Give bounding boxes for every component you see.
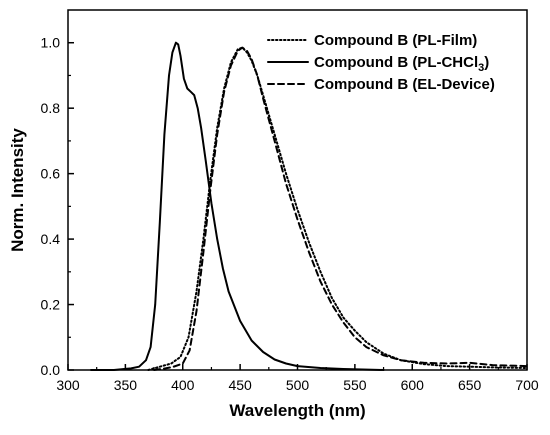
series-line-0: [147, 46, 528, 371]
x-axis-title: Wavelength (nm): [229, 401, 365, 420]
y-axis-title: Norm. Intensity: [8, 128, 27, 252]
series-line-1: [90, 41, 385, 371]
x-tick-label: 300: [56, 377, 80, 393]
legend: Compound B (PL-Film) Compound B (PL-CHCl3…: [267, 32, 495, 93]
series-layer: [90, 41, 528, 371]
y-tick-label: 0.0: [41, 362, 61, 378]
x-tick-label: 400: [171, 377, 195, 393]
legend-label-tail: ): [484, 54, 489, 71]
tick-labels-layer: 300 350 400 450 500 550 600 650 700 0.0 0.2 0.4 0.6 0…: [41, 35, 539, 393]
y-tick-label: 0.2: [41, 297, 61, 313]
legend-label-2: Compound B (EL-Device): [314, 76, 495, 93]
y-tick-label: 0.6: [41, 166, 61, 182]
x-tick-label: 650: [458, 377, 482, 393]
x-tick-label: 550: [343, 377, 367, 393]
x-tick-label: 600: [401, 377, 425, 393]
x-tick-label: 350: [114, 377, 138, 393]
legend-label-1: Compound B (PL-CHCl3): [314, 54, 489, 74]
x-tick-label: 450: [228, 377, 252, 393]
y-tick-label: 0.8: [41, 100, 61, 116]
ticks-layer: [67, 41, 528, 371]
y-tick-label: 0.4: [41, 231, 61, 247]
legend-label-main: Compound B (PL-Film): [314, 32, 477, 49]
legend-label-main: Compound B (PL-CHCl: [314, 54, 478, 71]
y-tick-label: 1.0: [41, 35, 61, 51]
legend-label-subscript: 3: [478, 62, 484, 74]
legend-label-0: Compound B (PL-Film): [314, 32, 477, 49]
legend-label-main: Compound B (EL-Device): [314, 76, 495, 93]
series-line-2: [153, 46, 528, 371]
x-tick-label: 500: [286, 377, 310, 393]
x-tick-label: 700: [515, 377, 539, 393]
